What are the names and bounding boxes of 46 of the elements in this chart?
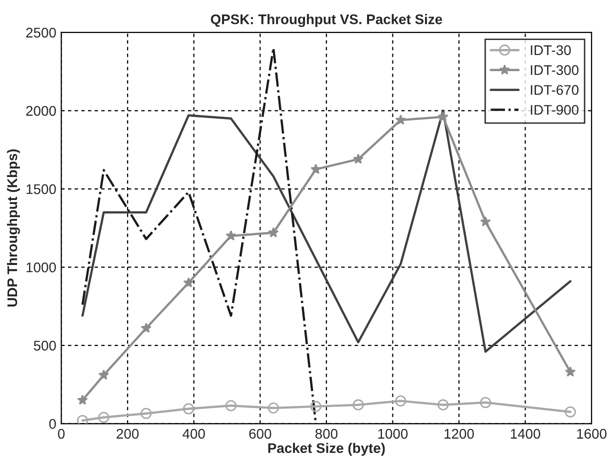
chart-title: QPSK: Throughput VS. Packet Size xyxy=(210,14,442,28)
y-tick-label: 0 xyxy=(49,418,56,429)
point xyxy=(395,395,406,407)
point xyxy=(310,400,322,412)
point xyxy=(225,400,237,412)
point xyxy=(480,396,492,408)
point xyxy=(352,154,364,164)
y-axis-title: UDP Throughput (Kbps) xyxy=(6,149,20,307)
point xyxy=(226,230,236,240)
point xyxy=(98,412,110,423)
y-tick-label: 2500 xyxy=(26,28,56,38)
x-tick-label: 0 xyxy=(58,428,65,439)
x-axis-title: Packet Size (byte) xyxy=(268,442,385,456)
point xyxy=(564,406,576,418)
y-tick-label: 500 xyxy=(34,340,56,351)
x-tick-label: 200 xyxy=(116,428,139,439)
legend-label: IDT-670 xyxy=(530,85,579,95)
y-tick-label: 1500 xyxy=(26,184,56,194)
point xyxy=(77,394,88,405)
legend-label: IDT-900 xyxy=(530,104,579,115)
x-tick-label: 1600 xyxy=(577,428,606,439)
legend-label: IDT-300 xyxy=(530,65,579,76)
x-tick-label: 1400 xyxy=(510,428,540,439)
point xyxy=(395,114,406,125)
x-tick-label: 600 xyxy=(249,428,272,439)
point xyxy=(140,408,152,420)
point xyxy=(98,370,110,380)
point xyxy=(480,216,491,226)
point xyxy=(183,403,194,414)
legend-label: IDT-30 xyxy=(530,45,571,56)
point xyxy=(438,111,448,122)
point xyxy=(76,414,88,424)
x-tick-label: 1000 xyxy=(378,428,408,439)
x-tick-label: 400 xyxy=(182,428,205,439)
point xyxy=(565,366,576,377)
point xyxy=(438,399,449,410)
point xyxy=(183,277,194,288)
y-tick-label: 2000 xyxy=(26,106,56,116)
y-tick-label: 1000 xyxy=(26,262,56,272)
point xyxy=(268,227,279,238)
x-tick-label: 1200 xyxy=(444,428,474,439)
point xyxy=(268,402,279,414)
x-tick-label: 800 xyxy=(315,428,338,439)
point xyxy=(352,399,364,410)
point xyxy=(310,164,322,174)
point xyxy=(140,322,152,333)
